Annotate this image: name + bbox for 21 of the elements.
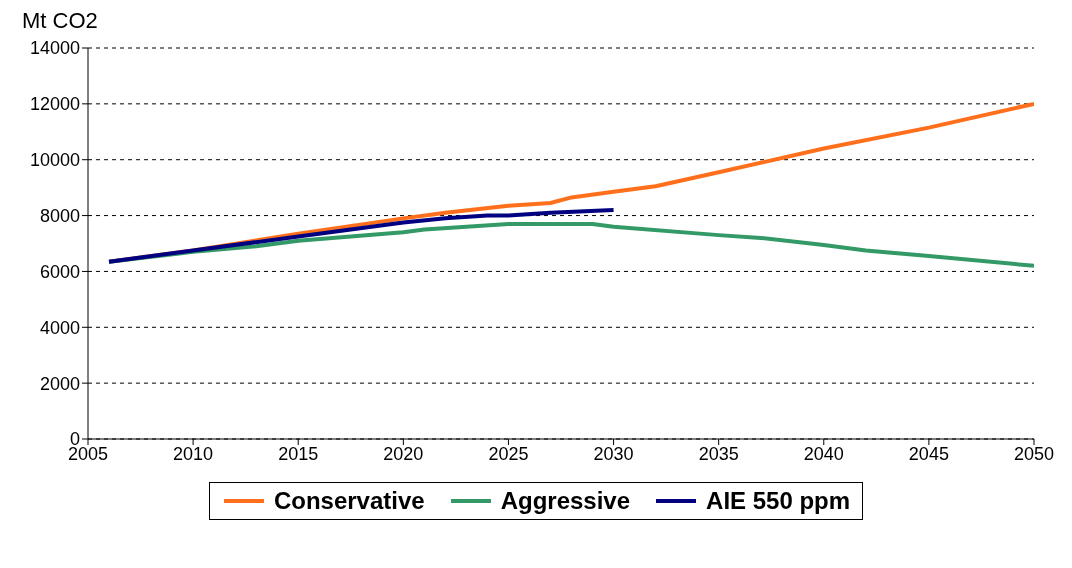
x-tick-label: 2040: [803, 443, 844, 464]
legend-label: AIE 550 ppm: [706, 487, 851, 515]
x-tick-label: 2010: [173, 443, 214, 464]
line-series: [107, 207, 616, 264]
x-tick-label: 2020: [383, 443, 424, 464]
y-tick-label: 2000: [39, 373, 80, 394]
x-tick-label: 2025: [488, 443, 529, 464]
legend-label: Aggressive: [500, 487, 631, 515]
x-tick-label: 2015: [278, 443, 319, 464]
y-tick-label: 6000: [39, 261, 80, 282]
x-tick-label: 2050: [1013, 443, 1055, 464]
y-tick-label: 10000: [29, 150, 80, 171]
x-tick-label: 2045: [908, 443, 949, 464]
y-axis-title: Mt CO2: [22, 8, 99, 35]
x-tick-label: 2035: [698, 443, 739, 464]
y-tick-label: 4000: [39, 317, 80, 338]
legend-label: Conservative: [273, 487, 425, 515]
y-tick-label: 14000: [29, 38, 80, 59]
y-tick-label: 8000: [39, 205, 80, 226]
x-tick-label: 2030: [593, 443, 634, 464]
y-tick-label: 12000: [29, 94, 80, 115]
